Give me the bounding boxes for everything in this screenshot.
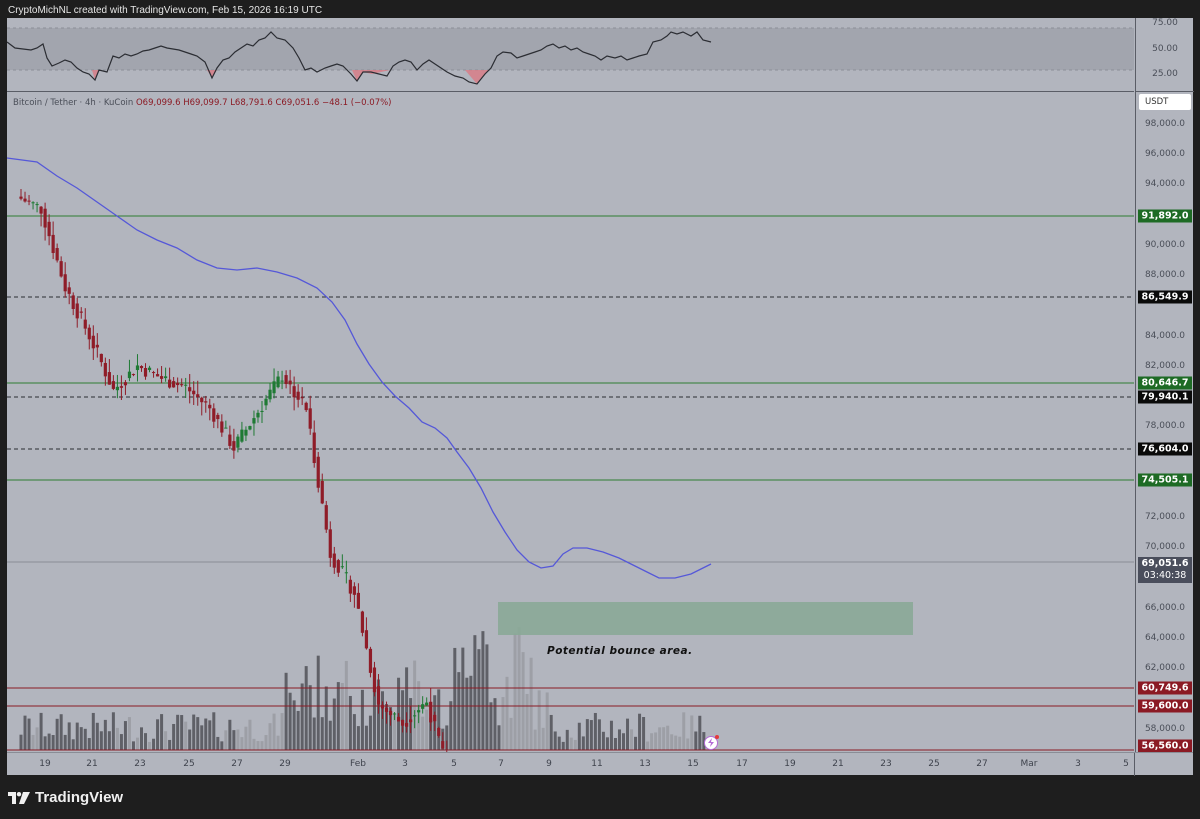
symbol-legend: Bitcoin / Tether · 4h · KuCoin O69,099.6…	[13, 98, 392, 108]
time-tick: 19	[784, 759, 796, 769]
rsi-pane[interactable]	[7, 18, 1134, 92]
level-label-59600: 59,600.0	[1138, 699, 1192, 713]
time-tick: 27	[976, 759, 988, 769]
tradingview-logo-icon	[8, 791, 30, 804]
level-label-56560: 56,560.0	[1138, 739, 1192, 753]
time-tick: 25	[928, 759, 940, 769]
time-axis[interactable]: 19 21 23 25 27 29 Feb 3 5 7 9 11 13 15 1…	[7, 752, 1193, 776]
time-tick: 15	[687, 759, 699, 769]
price-tick: 66,000.0	[1144, 603, 1186, 613]
time-tick: 23	[134, 759, 146, 769]
ohlc-change: −48.1 (−0.07%)	[321, 98, 392, 108]
price-tick: 96,000.0	[1144, 149, 1186, 159]
time-tick: Mar	[1020, 759, 1038, 769]
level-label-74505: 74,505.1	[1138, 473, 1192, 487]
level-label-76604: 76,604.0	[1138, 442, 1192, 456]
ohlc-high: H69,099.7	[183, 98, 228, 108]
price-axis[interactable]: 75.00 50.00 25.00 USDT 98,000.0 96,000.0…	[1135, 18, 1194, 753]
tradingview-logo[interactable]: TradingView	[8, 789, 123, 806]
price-tick: 94,000.0	[1144, 179, 1186, 189]
bounce-area-annotation: Potential bounce area.	[547, 645, 693, 657]
price-tick: 98,000.0	[1144, 119, 1186, 129]
level-label-60749: 60,749.6	[1138, 681, 1192, 695]
time-tick: 17	[736, 759, 748, 769]
time-tick: 25	[183, 759, 195, 769]
ohlc-open: O69,099.6	[135, 98, 181, 108]
time-tick: 27	[231, 759, 243, 769]
price-tick: 90,000.0	[1144, 240, 1186, 250]
bounce-zone	[498, 602, 913, 635]
ohlc-low: L68,791.6	[230, 98, 273, 108]
price-tick: 78,000.0	[1144, 421, 1186, 431]
level-label-80646: 80,646.7	[1138, 376, 1192, 390]
rsi-tick: 25.00	[1152, 69, 1178, 79]
price-tick: 88,000.0	[1144, 270, 1186, 280]
time-tick: 5	[1123, 759, 1129, 769]
price-tick: 62,000.0	[1144, 663, 1186, 673]
ohlc-close: C69,051.6	[275, 98, 320, 108]
rsi-tick: 75.00	[1152, 18, 1178, 28]
currency-button[interactable]: USDT	[1139, 94, 1191, 110]
time-tick: 3	[402, 759, 408, 769]
time-tick: 13	[639, 759, 651, 769]
candlestick-chart	[7, 157, 1134, 752]
rsi-chart	[7, 27, 1134, 85]
time-tick: 7	[498, 759, 504, 769]
price-tick: 72,000.0	[1144, 512, 1186, 522]
brand-name: TradingView	[35, 789, 124, 806]
time-tick: Feb	[350, 759, 366, 769]
level-label-91892: 91,892.0	[1138, 209, 1192, 223]
time-tick: 3	[1075, 759, 1081, 769]
time-tick: 21	[832, 759, 844, 769]
rsi-tick: 50.00	[1152, 44, 1178, 54]
price-tick: 58,000.0	[1144, 724, 1186, 734]
time-tick: 11	[591, 759, 603, 769]
time-tick: 29	[279, 759, 291, 769]
level-label-79940: 79,940.1	[1138, 390, 1192, 404]
time-tick: 5	[451, 759, 457, 769]
chart-frame: Bitcoin / Tether · 4h · KuCoin O69,099.6…	[7, 18, 1194, 776]
time-tick: 19	[39, 759, 51, 769]
chart-credit: CryptoMichNL created with TradingView.co…	[8, 5, 323, 16]
last-price-label: 69,051.6 03:40:38	[1138, 557, 1192, 583]
price-tick: 82,000.0	[1144, 361, 1186, 371]
price-tick: 70,000.0	[1144, 542, 1186, 552]
symbol-name: Bitcoin / Tether · 4h · KuCoin	[13, 98, 134, 108]
main-price-pane[interactable]: Bitcoin / Tether · 4h · KuCoin O69,099.6…	[7, 92, 1134, 752]
alert-lightning-icon[interactable]	[704, 735, 719, 750]
time-tick: 21	[86, 759, 98, 769]
time-tick: 9	[546, 759, 552, 769]
time-tick: 23	[880, 759, 892, 769]
bar-countdown: 03:40:38	[1143, 570, 1187, 581]
last-price: 69,051.6	[1141, 558, 1189, 569]
price-tick: 64,000.0	[1144, 633, 1186, 643]
price-tick: 84,000.0	[1144, 331, 1186, 341]
level-label-86549: 86,549.9	[1138, 290, 1192, 304]
